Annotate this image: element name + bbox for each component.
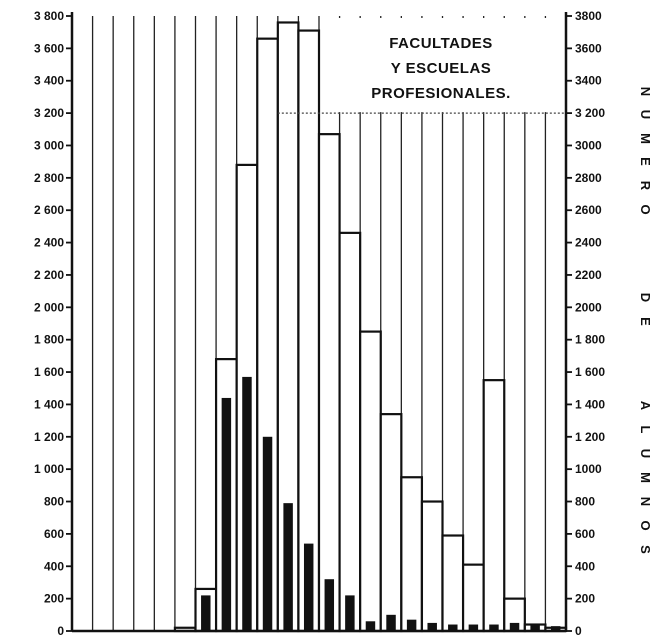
axis-label-letter: E (638, 157, 653, 167)
right-tick-label: 1 200 (575, 430, 605, 444)
right-axis-ticks: 0 200 400 600 800 1000 1 200 1 400 1 600 1 800 200… (566, 9, 605, 638)
axis-label-letter: M (638, 133, 653, 145)
axis-label-letter: O (638, 520, 653, 531)
total-students-bars (173, 21, 568, 633)
outline-bar (297, 29, 321, 633)
left-tick-label: 3 000 (34, 138, 64, 152)
right-tick-label: 2800 (575, 171, 602, 185)
right-axis-label: N U M E R O D E A L U M N O S (638, 87, 653, 555)
left-tick-label: 0 (57, 624, 64, 638)
left-tick-label: 2 400 (34, 236, 64, 250)
axis-label-letter: N (638, 87, 653, 97)
right-tick-label: 200 (575, 592, 595, 606)
filled-bar (406, 619, 417, 631)
left-tick-label: 1 800 (34, 333, 64, 347)
axis-label-letter: M (638, 472, 653, 484)
title-background (320, 18, 565, 113)
right-tick-label: 3000 (575, 138, 602, 152)
axis-label-letter: L (638, 426, 653, 435)
axis-label-letter: S (638, 545, 653, 555)
filled-bar (448, 624, 458, 631)
filled-bar (386, 614, 396, 631)
filled-bar (324, 579, 335, 631)
axis-label-letter: D (638, 293, 653, 303)
right-tick-label: 1 600 (575, 365, 605, 379)
left-tick-label: 2 800 (34, 171, 64, 185)
left-tick-label: 3 800 (34, 9, 64, 23)
filled-students-bars (201, 376, 561, 631)
right-tick-label: 2400 (575, 236, 602, 250)
right-tick-label: 2200 (575, 268, 602, 282)
axis-label-letter: U (638, 449, 653, 459)
right-tick-label: 600 (575, 527, 595, 541)
outline-bar (482, 379, 506, 633)
axis-label-letter: N (638, 497, 653, 507)
left-tick-label: 3 400 (34, 74, 64, 88)
left-tick-label: 400 (44, 559, 64, 573)
filled-bar (530, 624, 540, 631)
filled-bar (201, 595, 211, 631)
outline-bar (420, 500, 444, 633)
filled-bar (221, 397, 232, 631)
outline-bar (461, 563, 485, 633)
chart-title-line: Y ESCUELAS (391, 60, 492, 77)
chart-title-line: FACULTADES (389, 35, 493, 52)
right-tick-label: 2000 (575, 300, 602, 314)
axis-label-letter: R (638, 181, 653, 191)
axes (70, 12, 568, 633)
filled-bar (283, 503, 293, 631)
left-tick-label: 2 200 (34, 268, 64, 282)
left-tick-label: 200 (44, 592, 64, 606)
left-axis-ticks: 0 200 400 600 800 1 000 1 200 1 400 1 600 1 800 2 … (34, 9, 72, 638)
left-tick-label: 1 200 (34, 430, 64, 444)
outline-bar (317, 133, 341, 633)
right-tick-label: 800 (575, 495, 595, 509)
right-tick-label: 3 200 (575, 106, 605, 120)
right-tick-label: 1000 (575, 462, 602, 476)
filled-bar (489, 624, 499, 631)
left-tick-label: 2 000 (34, 300, 64, 314)
left-tick-label: 3 200 (34, 106, 64, 120)
chart-title-line: PROFESIONALES. (371, 85, 511, 102)
filled-bar (509, 622, 520, 631)
left-tick-label: 2 600 (34, 203, 64, 217)
right-tick-label: 3600 (575, 41, 602, 55)
filled-bar (427, 622, 437, 631)
outline-bar (441, 534, 465, 633)
axis-label-letter: A (638, 401, 653, 411)
chart-title-box: FACULTADES Y ESCUELAS PROFESIONALES. (277, 18, 566, 114)
left-tick-label: 3 600 (34, 41, 64, 55)
filled-bar (468, 624, 479, 631)
filled-bar (345, 595, 355, 631)
axis-label-letter: U (638, 110, 653, 120)
filled-bar (365, 621, 376, 631)
right-tick-label: 3800 (575, 9, 602, 23)
filled-bar (262, 436, 273, 631)
filled-bar (242, 376, 252, 631)
left-tick-label: 1 400 (34, 397, 64, 411)
outline-bar (400, 476, 424, 633)
right-tick-label: 1 800 (575, 333, 605, 347)
filled-bar (303, 543, 314, 631)
left-tick-label: 800 (44, 495, 64, 509)
right-tick-label: 2600 (575, 203, 602, 217)
outline-bar (338, 231, 362, 633)
right-tick-label: 400 (575, 559, 595, 573)
axis-label-letter: E (638, 317, 653, 327)
right-tick-label: 1 400 (575, 397, 605, 411)
outline-bar (379, 413, 403, 633)
outline-bar (359, 330, 382, 633)
left-tick-label: 600 (44, 527, 64, 541)
right-tick-label: 3400 (575, 74, 602, 88)
axis-label-letter: O (638, 204, 653, 215)
filled-bar (550, 626, 561, 631)
right-tick-label: 0 (575, 624, 582, 638)
left-tick-label: 1 000 (34, 462, 64, 476)
left-tick-label: 1 600 (34, 365, 64, 379)
